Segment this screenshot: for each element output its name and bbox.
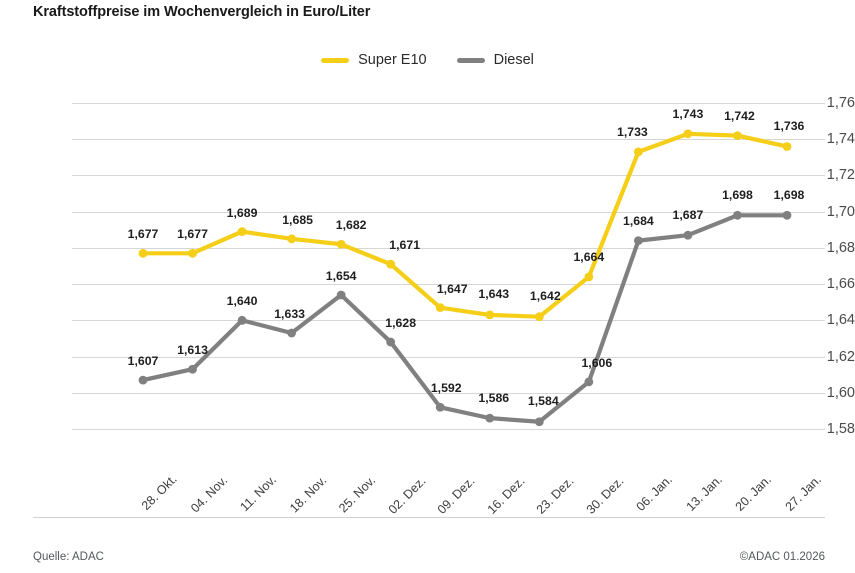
data-label: 1,647 bbox=[436, 281, 468, 296]
x-axis-label: 04. Nov. bbox=[187, 473, 230, 516]
x-axis-label: 28. Okt. bbox=[138, 471, 180, 513]
x-axis-label: 23. Dez. bbox=[534, 473, 577, 517]
data-label: 1,586 bbox=[478, 391, 510, 406]
y-axis-label: 1,74 bbox=[826, 131, 855, 148]
gridline bbox=[72, 429, 825, 430]
data-label: 1,677 bbox=[127, 227, 159, 242]
legend-label: Super E10 bbox=[358, 52, 427, 68]
gridline bbox=[72, 175, 825, 177]
data-label: 1,736 bbox=[773, 119, 805, 134]
x-axis-label: 27. Jan. bbox=[782, 472, 824, 514]
x-axis-label: 09. Dez. bbox=[434, 473, 478, 517]
legend-item-super-e10[interactable]: Super E10 bbox=[321, 52, 427, 68]
x-axis-label: 16. Dez. bbox=[484, 473, 528, 517]
y-axis-label: 1,60 bbox=[826, 384, 855, 401]
y-axis-label: 1,62 bbox=[826, 348, 855, 365]
data-label: 1,628 bbox=[385, 316, 417, 331]
data-point-marker[interactable] bbox=[386, 259, 396, 269]
data-label: 1,743 bbox=[672, 106, 704, 121]
y-axis-label: 1,64 bbox=[826, 312, 855, 329]
data-label: 1,640 bbox=[226, 294, 258, 309]
data-label: 1,671 bbox=[389, 238, 421, 253]
data-point-marker[interactable] bbox=[188, 248, 197, 258]
x-axis-label: 06. Jan. bbox=[633, 472, 676, 514]
legend-label: Diesel bbox=[493, 52, 534, 68]
data-label: 1,698 bbox=[722, 188, 753, 203]
data-point-marker[interactable] bbox=[138, 248, 148, 258]
data-label: 1,677 bbox=[177, 227, 208, 242]
data-label: 1,633 bbox=[274, 307, 305, 321]
data-label: 1,607 bbox=[127, 354, 159, 369]
data-label: 1,698 bbox=[773, 188, 805, 203]
data-point-marker[interactable] bbox=[435, 303, 445, 313]
source-note: Quelle: ADAC bbox=[33, 551, 104, 563]
data-label: 1,689 bbox=[226, 205, 258, 220]
x-axis-label: 18. Nov. bbox=[286, 473, 329, 516]
gridline bbox=[72, 320, 825, 322]
data-label: 1,687 bbox=[672, 208, 704, 223]
footer-divider bbox=[33, 517, 825, 518]
data-point-marker[interactable] bbox=[683, 129, 693, 139]
x-axis-label: 30. Dez. bbox=[583, 473, 627, 517]
data-point-marker[interactable] bbox=[683, 230, 693, 240]
legend-item-diesel[interactable]: Diesel bbox=[456, 52, 534, 68]
data-point-marker[interactable] bbox=[386, 337, 396, 347]
data-label: 1,606 bbox=[581, 355, 613, 370]
data-point-marker[interactable] bbox=[584, 272, 594, 282]
data-point-marker[interactable] bbox=[188, 364, 197, 374]
data-label: 1,742 bbox=[724, 108, 755, 123]
data-point-marker[interactable] bbox=[584, 377, 594, 387]
data-label: 1,684 bbox=[622, 213, 654, 228]
x-axis-label: 25. Nov. bbox=[336, 473, 379, 516]
data-point-marker[interactable] bbox=[485, 413, 495, 423]
y-axis-label: 1,68 bbox=[826, 239, 855, 256]
data-point-marker[interactable] bbox=[435, 402, 445, 412]
y-axis-label: 1,70 bbox=[826, 203, 855, 220]
y-axis-label: 1,58 bbox=[826, 421, 855, 437]
data-point-marker[interactable] bbox=[336, 290, 346, 300]
data-label: 1,642 bbox=[529, 288, 561, 303]
series-line-diesel bbox=[140, 213, 790, 424]
page-title: Kraftstoffpreise im Wochenvergleich in E… bbox=[33, 4, 371, 20]
data-point-marker[interactable] bbox=[633, 236, 643, 246]
y-axis-label: 1,72 bbox=[826, 167, 855, 184]
y-axis-label: 1,66 bbox=[826, 276, 855, 293]
data-label: 1,682 bbox=[335, 218, 367, 233]
x-axis-label: 02. Dez. bbox=[385, 473, 429, 517]
data-point-marker[interactable] bbox=[138, 375, 148, 385]
gridline bbox=[72, 247, 825, 249]
data-point-marker[interactable] bbox=[485, 310, 495, 320]
x-axis-label: 20. Jan. bbox=[733, 472, 775, 514]
data-point-marker[interactable] bbox=[237, 227, 247, 236]
data-label: 1,592 bbox=[430, 381, 462, 396]
gridline bbox=[72, 139, 825, 141]
data-point-marker[interactable] bbox=[534, 417, 544, 427]
data-point-marker[interactable] bbox=[633, 147, 643, 157]
data-label: 1,654 bbox=[325, 268, 357, 283]
data-label: 1,613 bbox=[177, 343, 208, 358]
data-point-marker[interactable] bbox=[287, 328, 297, 338]
x-axis-label: 13. Jan. bbox=[683, 472, 725, 514]
data-label: 1,643 bbox=[478, 286, 510, 301]
data-point-marker[interactable] bbox=[782, 142, 792, 151]
y-axis-label: 1,76 bbox=[826, 95, 855, 111]
x-axis-label: 11. Nov. bbox=[237, 472, 280, 515]
legend-swatch-icon bbox=[456, 57, 485, 63]
legend-swatch-icon bbox=[321, 57, 350, 63]
chart-legend: Super E10 Diesel bbox=[0, 52, 855, 68]
gridline bbox=[72, 103, 825, 104]
data-point-marker[interactable] bbox=[287, 234, 297, 244]
data-label: 1,733 bbox=[616, 124, 648, 139]
data-label: 1,664 bbox=[573, 249, 605, 264]
copyright-note: ©ADAC 01.2026 bbox=[739, 551, 825, 563]
data-label: 1,584 bbox=[527, 393, 559, 408]
data-label: 1,685 bbox=[282, 212, 313, 227]
gridline bbox=[72, 211, 825, 213]
